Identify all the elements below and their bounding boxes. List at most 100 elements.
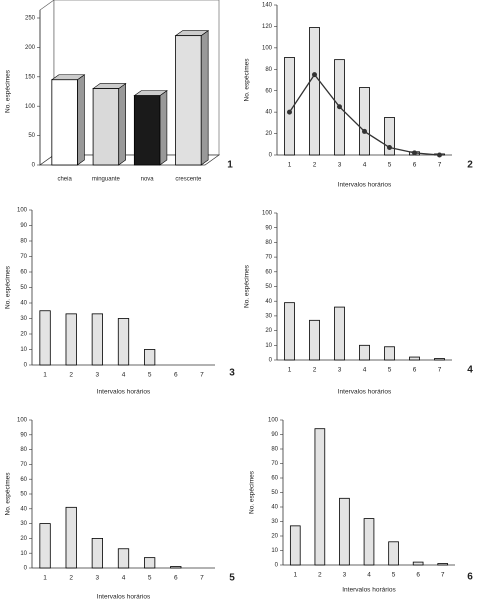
- x-axis-label: Intervalos horários: [338, 389, 392, 396]
- y-tick-label: 100: [262, 45, 273, 51]
- bar: [339, 497, 350, 566]
- y-tick-label: 50: [20, 285, 27, 291]
- y-tick-label: 60: [271, 476, 278, 482]
- bar: [65, 506, 77, 569]
- x-tick-label: 4: [363, 367, 367, 374]
- bar-side: [118, 82, 126, 166]
- bar: [51, 79, 78, 166]
- y-tick-label: 90: [20, 432, 27, 438]
- y-tick-label: 70: [20, 462, 27, 468]
- y-tick-label: 100: [25, 104, 36, 110]
- y-tick-label: 30: [265, 313, 272, 319]
- y-tick-label: 140: [262, 3, 273, 9]
- panel-label: 2: [467, 160, 473, 171]
- x-tick-label: 2: [313, 162, 317, 169]
- x-tick-label: 3: [338, 162, 342, 169]
- y-tick-label: 100: [17, 208, 28, 214]
- y-tick-label: 30: [20, 521, 27, 527]
- y-tick-label: 10: [265, 343, 272, 349]
- line-point: [412, 150, 417, 156]
- bar-side: [77, 74, 85, 166]
- y-tick-label: 60: [265, 269, 272, 275]
- x-tick-label: 5: [148, 575, 152, 582]
- x-tick-label: 2: [69, 372, 73, 379]
- bar: [284, 57, 295, 156]
- bar: [409, 356, 420, 361]
- bar: [334, 306, 345, 361]
- bar: [289, 525, 301, 566]
- x-tick-label: 4: [363, 162, 367, 169]
- y-tick-label: 80: [265, 67, 272, 73]
- x-tick-label: 7: [438, 367, 442, 374]
- y-tick-label: 250: [25, 16, 36, 22]
- bar: [133, 95, 161, 166]
- line-point: [312, 72, 317, 78]
- y-tick-label: 120: [262, 24, 273, 30]
- bar: [39, 523, 51, 569]
- y-tick-label: 0: [269, 358, 273, 364]
- bar-side: [200, 30, 209, 166]
- bar: [175, 35, 202, 166]
- line-point: [387, 145, 392, 150]
- y-tick-label: 40: [20, 506, 27, 512]
- y-tick-label: 0: [24, 363, 28, 369]
- y-tick-label: 20: [265, 328, 272, 334]
- bar: [284, 302, 295, 361]
- y-tick-label: 50: [20, 492, 27, 498]
- bar: [412, 561, 424, 566]
- y-tick-label: 0: [269, 153, 273, 159]
- y-tick-label: 20: [20, 536, 27, 542]
- bar: [434, 358, 445, 361]
- line-point: [337, 104, 342, 110]
- x-tick-label: nova: [141, 177, 155, 183]
- x-tick-label: 7: [200, 575, 204, 582]
- y-tick-label: 30: [271, 519, 278, 525]
- y-tick-label: 80: [265, 240, 272, 246]
- y-tick-label: 50: [271, 490, 278, 496]
- y-tick-label: 80: [271, 447, 278, 453]
- y-tick-label: 100: [17, 418, 28, 424]
- bar: [91, 313, 103, 366]
- y-tick-label: 20: [265, 131, 272, 137]
- y-tick-label: 10: [271, 548, 278, 554]
- x-tick-label: 5: [392, 572, 396, 579]
- y-tick-label: 70: [271, 461, 278, 467]
- x-tick-label: 6: [413, 367, 417, 374]
- y-axis-label: No. espécimes: [249, 470, 256, 514]
- x-axis-label: Intervalos horários: [97, 389, 151, 396]
- x-tick-label: 2: [313, 367, 317, 374]
- x-tick-label: cheia: [57, 177, 72, 183]
- x-tick-label: 7: [441, 572, 445, 579]
- line-point: [437, 152, 442, 158]
- bar: [314, 428, 326, 566]
- x-tick-label: 4: [367, 572, 371, 579]
- x-tick-label: 5: [388, 367, 392, 374]
- panel-label: 3: [229, 368, 235, 379]
- bar: [309, 319, 320, 361]
- bar: [39, 310, 51, 366]
- bar: [92, 88, 120, 166]
- y-tick-label: 30: [20, 316, 27, 322]
- y-tick-label: 40: [265, 110, 272, 116]
- line-point: [362, 128, 367, 134]
- bar: [65, 313, 77, 366]
- y-tick-label: 60: [265, 88, 272, 94]
- y-tick-label: 0: [24, 566, 28, 572]
- panel-label: 4: [467, 365, 473, 376]
- x-axis-label: Intervalos horários: [338, 182, 392, 189]
- y-axis-label: No. espécimes: [5, 265, 12, 309]
- x-tick-label: 3: [96, 372, 100, 379]
- y-tick-label: 90: [20, 223, 27, 229]
- y-tick-label: 50: [265, 284, 272, 290]
- bar: [144, 557, 156, 569]
- y-tick-label: 10: [20, 347, 27, 353]
- line-point: [287, 109, 292, 115]
- y-tick-label: 0: [275, 563, 279, 569]
- bar-side: [159, 90, 168, 166]
- y-tick-label: 90: [271, 432, 278, 438]
- x-tick-label: 6: [413, 162, 417, 169]
- x-tick-label: 5: [388, 162, 392, 169]
- x-tick-label: 1: [288, 162, 292, 169]
- x-tick-label: 6: [416, 572, 420, 579]
